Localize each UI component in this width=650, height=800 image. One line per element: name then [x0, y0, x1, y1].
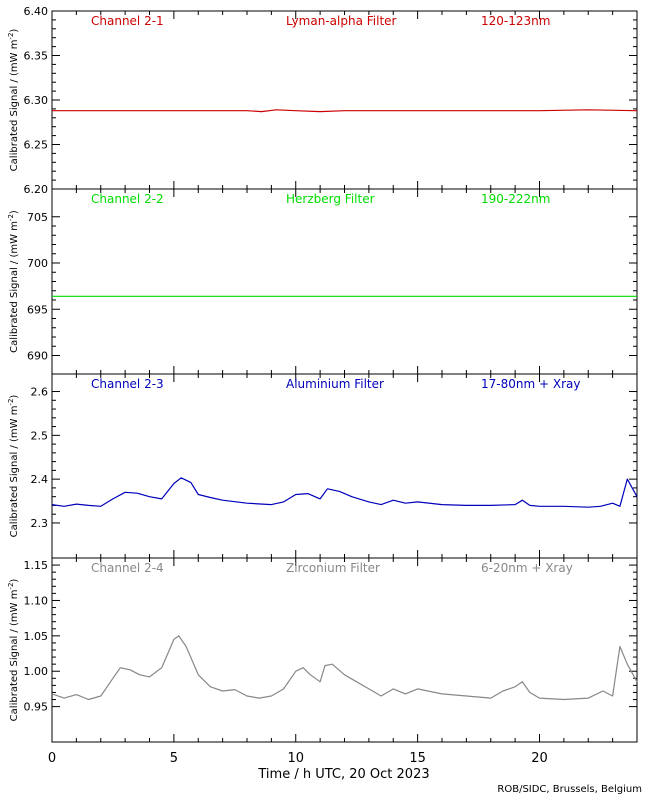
filter-label: Zirconium Filter: [286, 561, 380, 575]
x-tick-label: 0: [48, 751, 56, 766]
x-tick-label: 15: [409, 751, 426, 766]
y-axis-label-end: ): [9, 29, 20, 33]
y-axis-label: Calibrated Signal / (mW m-2): [7, 395, 20, 538]
y-tick-label: 1.05: [24, 630, 49, 643]
filter-label: Lyman-alpha Filter: [286, 14, 397, 28]
y-tick-label: 700: [27, 257, 48, 270]
y-tick-label: 6.35: [24, 50, 49, 63]
y-axis-label: Calibrated Signal / (mW m-2): [7, 579, 20, 722]
panel-1: 6.20 6.25 6.30 6.35 6.40 Channel 2-1 Lyman-alp…: [7, 5, 638, 196]
series-line: [52, 109, 638, 113]
y-axis-label-end: ): [9, 579, 20, 583]
y-axis-label-main: Calibrated Signal / (mW m: [9, 590, 20, 722]
y-tick-label: 2.6: [31, 386, 49, 399]
panel-frame: [51, 188, 638, 375]
x-tick-label: 20: [531, 751, 548, 766]
y-axis-label: Calibrated Signal / (mW m-2): [7, 210, 20, 353]
y-tick-label: 1.00: [24, 665, 49, 678]
y-tick-label: 1.10: [24, 594, 49, 607]
y-axis-label: Calibrated Signal / (mW m-2): [7, 29, 20, 172]
channel-label: Channel 2-3: [91, 377, 164, 391]
filter-label: Herzberg Filter: [286, 192, 375, 206]
band-label: 17-80nm + Xray: [481, 377, 580, 391]
y-tick-label: 0.95: [24, 701, 49, 714]
panel-frame: [51, 557, 638, 743]
band-label: 6-20nm + Xray: [481, 561, 573, 575]
y-tick-label: 2.5: [31, 429, 49, 442]
y-tick-label: 6.20: [24, 183, 49, 196]
y-tick-label: 690: [27, 350, 48, 363]
y-axis-label-main: Calibrated Signal / (mW m: [9, 221, 20, 353]
channel-label: Channel 2-1: [91, 14, 164, 28]
y-axis-label-sup: -2: [7, 583, 15, 590]
y-axis-label-sup: -2: [7, 399, 15, 406]
channel-label: Channel 2-4: [91, 561, 164, 575]
y-tick-label: 705: [27, 211, 48, 224]
y-tick-label: 2.4: [31, 473, 49, 486]
y-axis-label-main: Calibrated Signal / (mW m: [9, 40, 20, 172]
panel-2: 690 695 700 705 Channel 2-2 Herzberg Filter 19…: [7, 188, 638, 375]
filter-label: Aluminium Filter: [286, 377, 384, 391]
y-tick-label: 6.40: [24, 5, 49, 18]
band-label: 190-222nm: [481, 192, 550, 206]
x-tick-label: 5: [170, 751, 178, 766]
credit-label: ROB/SIDC, Brussels, Belgium: [497, 784, 642, 795]
series-line: [51, 477, 638, 508]
x-axis-label: Time / h UTC, 20 Oct 2023: [257, 767, 429, 782]
y-axis-label-sup: -2: [7, 33, 15, 40]
x-tick-label: 10: [287, 751, 304, 766]
band-label: 120-123nm: [481, 14, 550, 28]
y-tick-label: 695: [27, 303, 48, 316]
series-line: [51, 635, 638, 701]
y-axis-label-end: ): [9, 395, 20, 399]
y-axis-label-end: ): [9, 210, 20, 214]
channel-label: Channel 2-2: [91, 192, 164, 206]
panel-frame: [51, 10, 638, 190]
panel-frame: [51, 373, 638, 559]
y-axis-label-main: Calibrated Signal / (mW m: [9, 406, 20, 538]
y-tick-label: 6.25: [24, 139, 49, 152]
panel-4: 0.95 1.00 1.05 1.10 1.15 Channel 2-4 Zirconium…: [7, 557, 638, 743]
y-axis-label-sup: -2: [7, 214, 15, 221]
panel-3: 2.3 2.4 2.5 2.6 Channel 2-3 Aluminium Filter 1…: [7, 373, 638, 559]
y-tick-label: 2.3: [31, 517, 49, 530]
y-tick-label: 1.15: [24, 559, 49, 572]
y-tick-label: 6.30: [24, 94, 49, 107]
